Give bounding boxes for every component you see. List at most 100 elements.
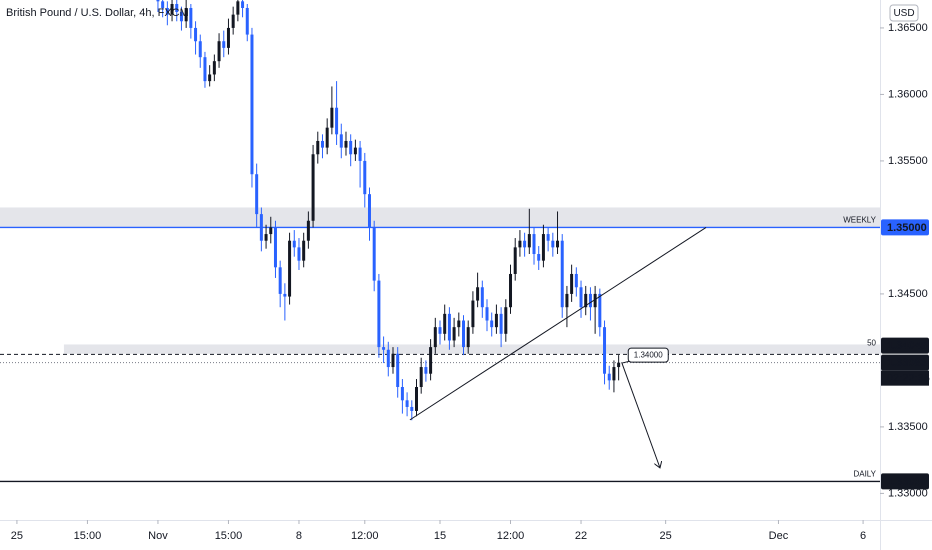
candle-body <box>396 353 400 388</box>
candle-body <box>612 367 616 381</box>
candle-body <box>485 307 489 321</box>
candle-body <box>278 267 282 294</box>
candle-body <box>504 307 508 334</box>
candle-body <box>429 347 433 374</box>
currency-box <box>889 4 919 22</box>
candle-body <box>273 227 277 268</box>
candle-body <box>570 273 574 294</box>
x-tick-label: 22 <box>575 530 587 542</box>
x-tick-label: 6 <box>860 530 866 542</box>
candle-body <box>198 41 202 58</box>
arrow <box>621 362 660 468</box>
candle-body <box>306 220 310 241</box>
candle-body <box>457 320 461 328</box>
candle-body <box>419 367 423 388</box>
note-box <box>627 347 669 363</box>
x-tick-label: Dec <box>769 530 789 542</box>
countdown-box <box>881 370 929 386</box>
candle-body <box>269 227 273 235</box>
candle-body <box>203 57 207 82</box>
price-label: 1.33983 <box>887 357 927 369</box>
candle-body <box>603 327 607 374</box>
candle-body <box>391 353 395 368</box>
price-label-box <box>881 354 929 371</box>
zone <box>0 207 880 228</box>
candle-body <box>466 327 470 348</box>
candle-body <box>358 147 362 161</box>
candle-body <box>414 387 418 411</box>
candle-body <box>189 7 193 28</box>
candle-body <box>184 7 188 22</box>
candle-body <box>311 154 315 221</box>
candle-body <box>335 107 339 135</box>
candle-body <box>438 327 442 334</box>
candle-body <box>367 194 371 228</box>
price-label-box <box>881 337 929 354</box>
candle-body <box>410 406 414 411</box>
y-tick-label: 1.36500 <box>888 22 928 34</box>
candle-body <box>518 240 522 248</box>
candle-body <box>588 293 592 308</box>
candle-body <box>194 27 198 42</box>
candle-body <box>386 349 390 368</box>
currency: USD <box>893 8 914 19</box>
price-label: 1.34045 <box>887 340 927 352</box>
candle-body <box>447 313 451 341</box>
candle-body <box>372 227 376 281</box>
level-name: WEEKLY <box>843 216 876 225</box>
candle-body <box>292 240 296 248</box>
chart-title: British Pound / U.S. Dollar, 4h, FXCM <box>6 7 189 19</box>
countdown: 02:22:36 <box>887 373 930 385</box>
candle-body <box>593 293 597 308</box>
price-label: 1.33090 <box>887 476 927 488</box>
candle-body <box>476 287 480 301</box>
candle-body <box>560 240 564 308</box>
note-text: 1.34000 <box>634 351 663 360</box>
x-tick-label: Nov <box>148 530 168 542</box>
candle-body <box>316 140 320 155</box>
candle-body <box>443 313 447 334</box>
candle-body <box>344 140 348 148</box>
candle-body <box>259 214 263 241</box>
price-label-box <box>881 473 929 490</box>
y-tick-label: 1.35500 <box>888 155 928 167</box>
candle-body <box>325 127 329 148</box>
candle-body <box>513 247 517 274</box>
candle-body <box>607 373 611 381</box>
candle-body <box>339 134 343 148</box>
candle-body <box>551 240 555 248</box>
candle-body <box>584 293 588 308</box>
zone-label: 50 <box>867 339 876 348</box>
x-tick-label: 15 <box>434 530 446 542</box>
candle-body <box>241 1 245 8</box>
candle-body <box>245 7 249 35</box>
x-tick-label: 12:00 <box>351 530 379 542</box>
candle-body <box>236 1 240 15</box>
y-tick-label: 1.33500 <box>888 421 928 433</box>
x-tick-label: 8 <box>296 530 302 542</box>
x-tick-label: 12:00 <box>497 530 525 542</box>
candle-body <box>532 234 536 255</box>
candle-body <box>212 61 216 75</box>
price-label-box <box>881 219 929 236</box>
y-tick-label: 1.34500 <box>888 288 928 300</box>
candle-body <box>565 293 569 308</box>
candle-body <box>222 41 226 48</box>
candle-body <box>598 293 602 328</box>
candle-body <box>480 287 484 308</box>
candle-body <box>363 160 367 195</box>
candle-body <box>217 41 221 62</box>
candle-body <box>494 313 498 328</box>
candle-body <box>161 1 165 8</box>
candle-body <box>264 234 268 241</box>
candle-body <box>471 300 475 328</box>
candle-body <box>320 140 324 148</box>
candle-body <box>170 3 174 15</box>
candle-body <box>537 254 541 261</box>
candle-body <box>617 362 621 368</box>
trendline <box>409 226 707 421</box>
candle-body <box>179 11 183 22</box>
candle-body <box>462 320 466 348</box>
